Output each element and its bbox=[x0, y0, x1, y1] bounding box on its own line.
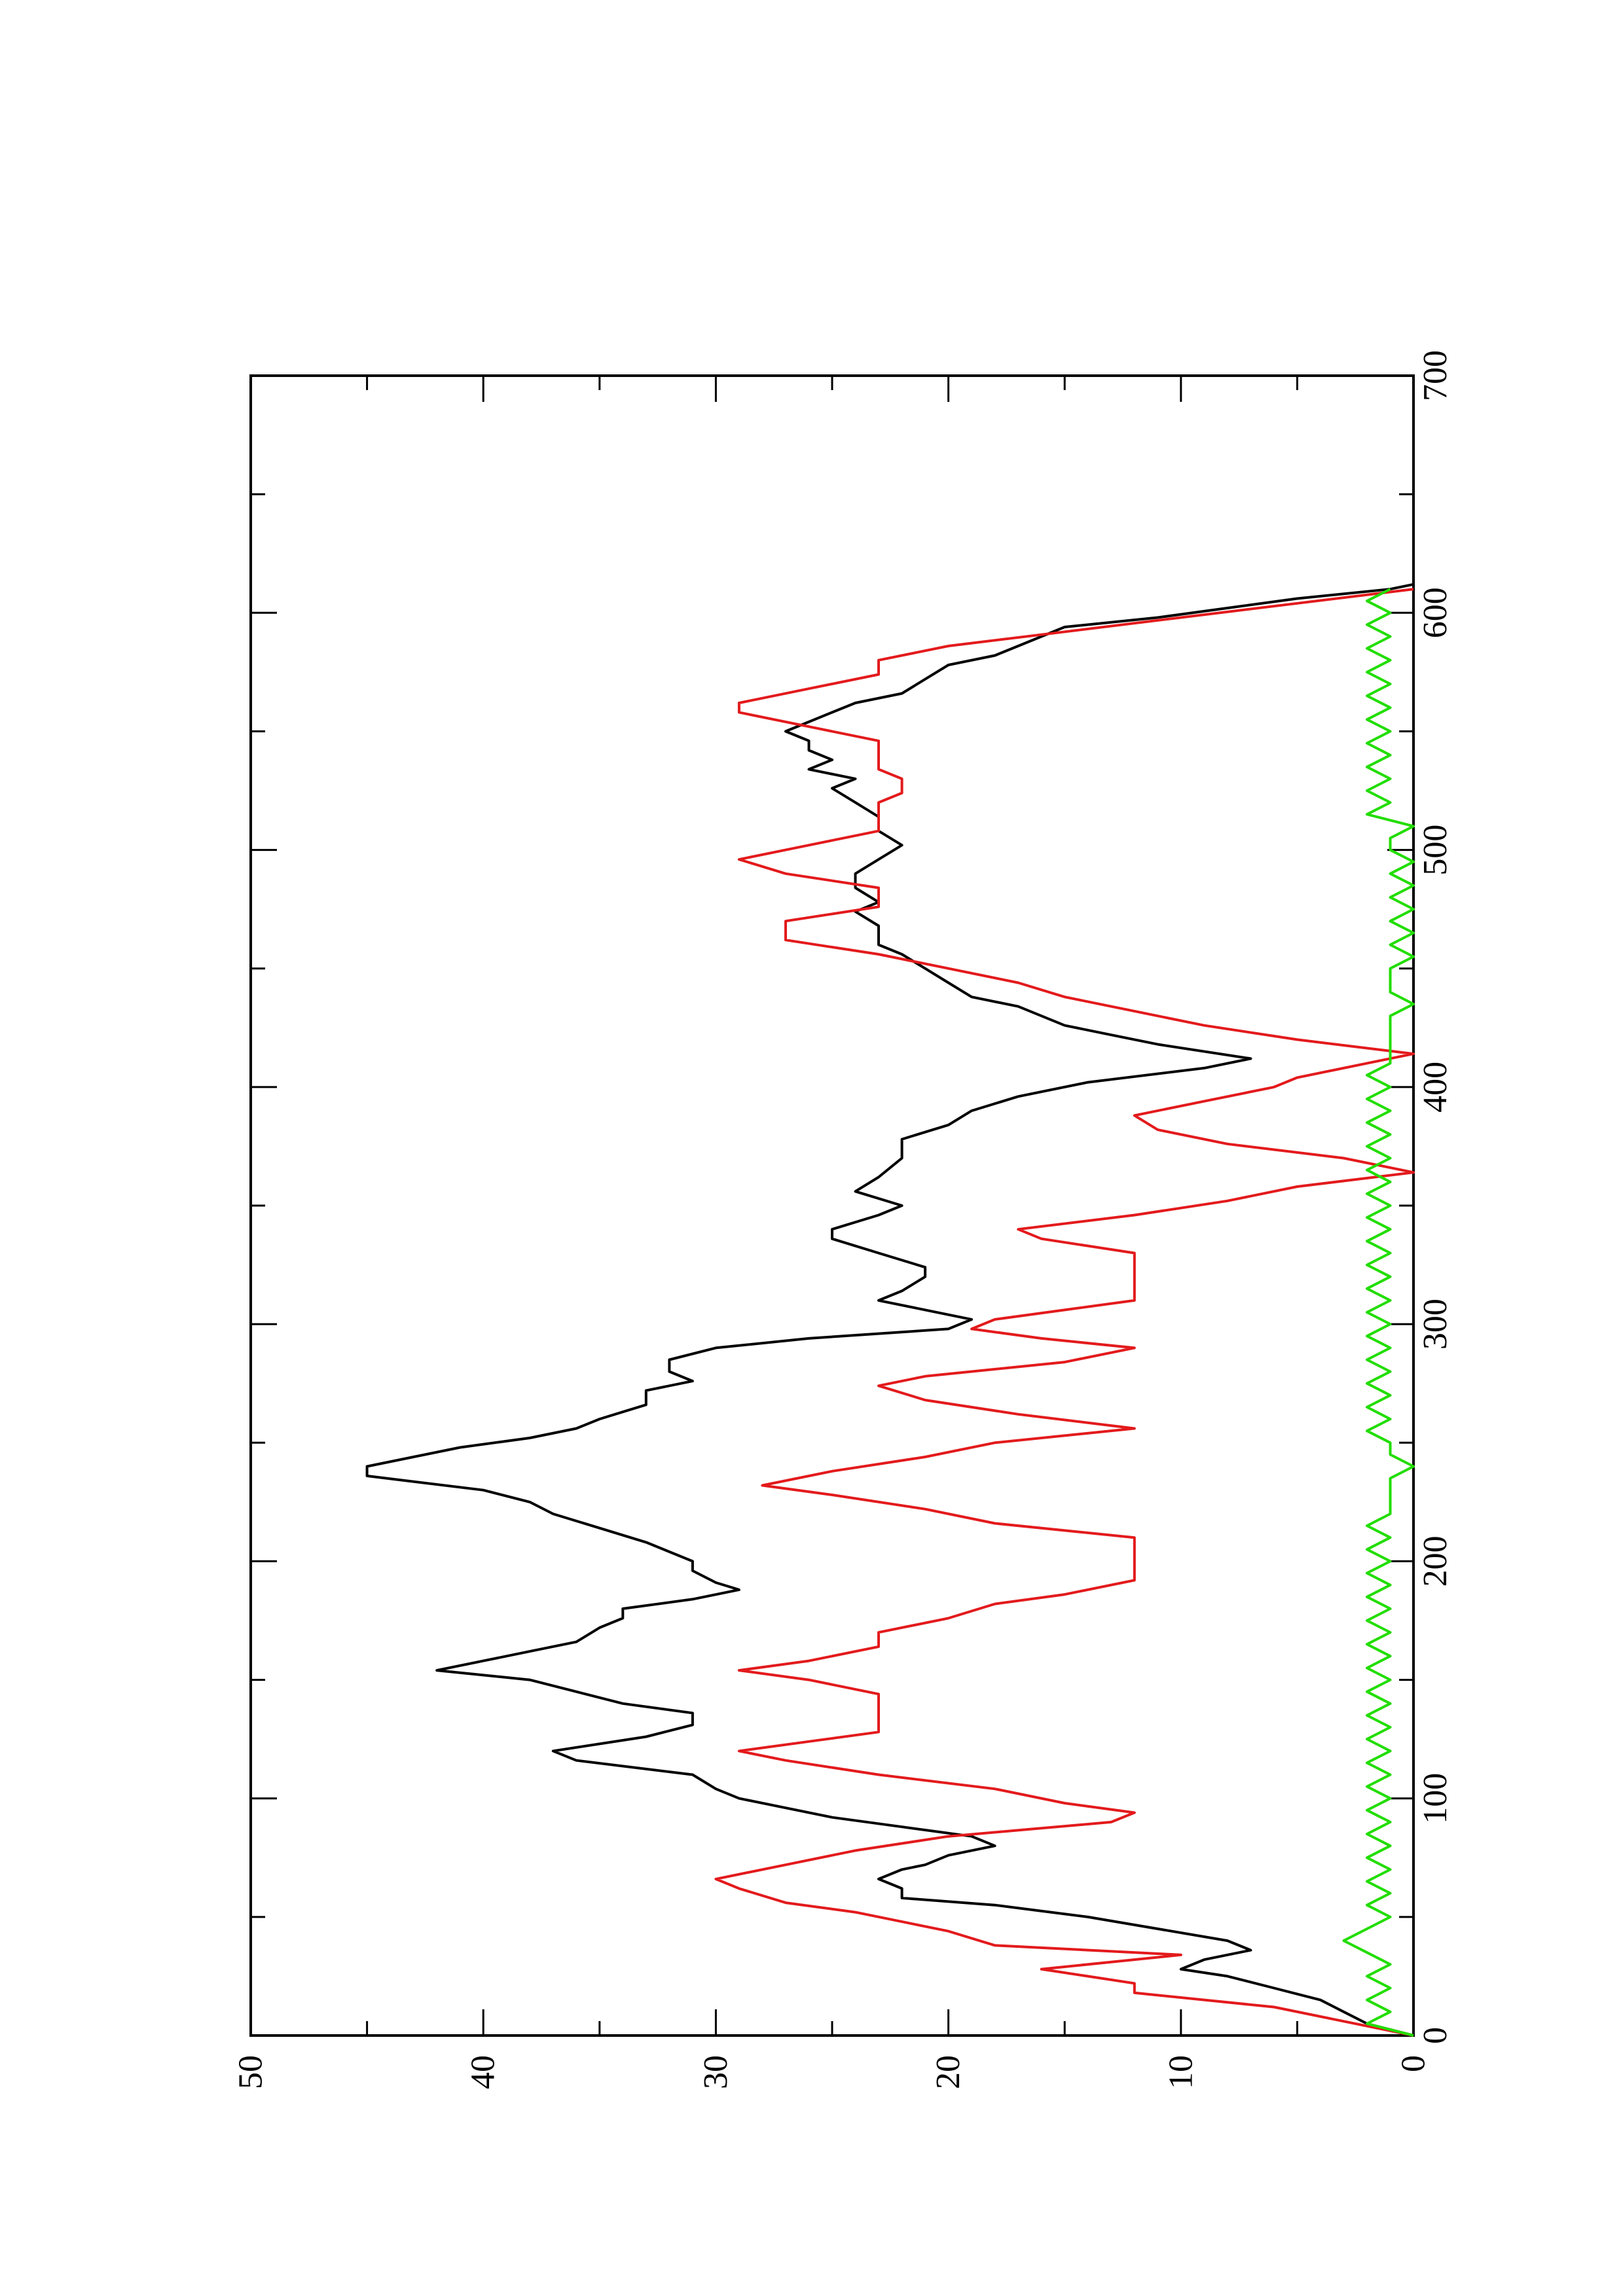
y-tick-label: 40 bbox=[465, 2055, 502, 2089]
plot-frame bbox=[249, 374, 1415, 2037]
series-line-3 bbox=[1342, 588, 1415, 2037]
x-tick-label: 0 bbox=[1417, 2027, 1454, 2044]
x-tick-label: 700 bbox=[1417, 350, 1454, 401]
axis-tick-labels: 0 100 200 300 400 500 600 700 0 10 20 30 40 50 bbox=[232, 350, 1455, 2089]
axis-ticks bbox=[249, 374, 1415, 2037]
x-tick-label: 600 bbox=[1417, 587, 1454, 638]
series-lines bbox=[365, 583, 1415, 2037]
y-tick-label: 30 bbox=[697, 2055, 735, 2089]
series-line-2 bbox=[714, 588, 1415, 2037]
y-tick-label: 10 bbox=[1162, 2055, 1199, 2089]
y-tick-label: 50 bbox=[232, 2055, 270, 2089]
x-tick-label: 400 bbox=[1417, 1062, 1454, 1113]
x-tick-label: 300 bbox=[1417, 1299, 1454, 1350]
x-tick-label: 100 bbox=[1417, 1773, 1454, 1824]
x-tick-label: 500 bbox=[1417, 825, 1454, 876]
y-tick-label: 0 bbox=[1395, 2055, 1432, 2072]
series-line-1 bbox=[365, 583, 1414, 2037]
x-tick-label: 200 bbox=[1417, 1535, 1454, 1587]
y-tick-label: 20 bbox=[930, 2055, 967, 2089]
